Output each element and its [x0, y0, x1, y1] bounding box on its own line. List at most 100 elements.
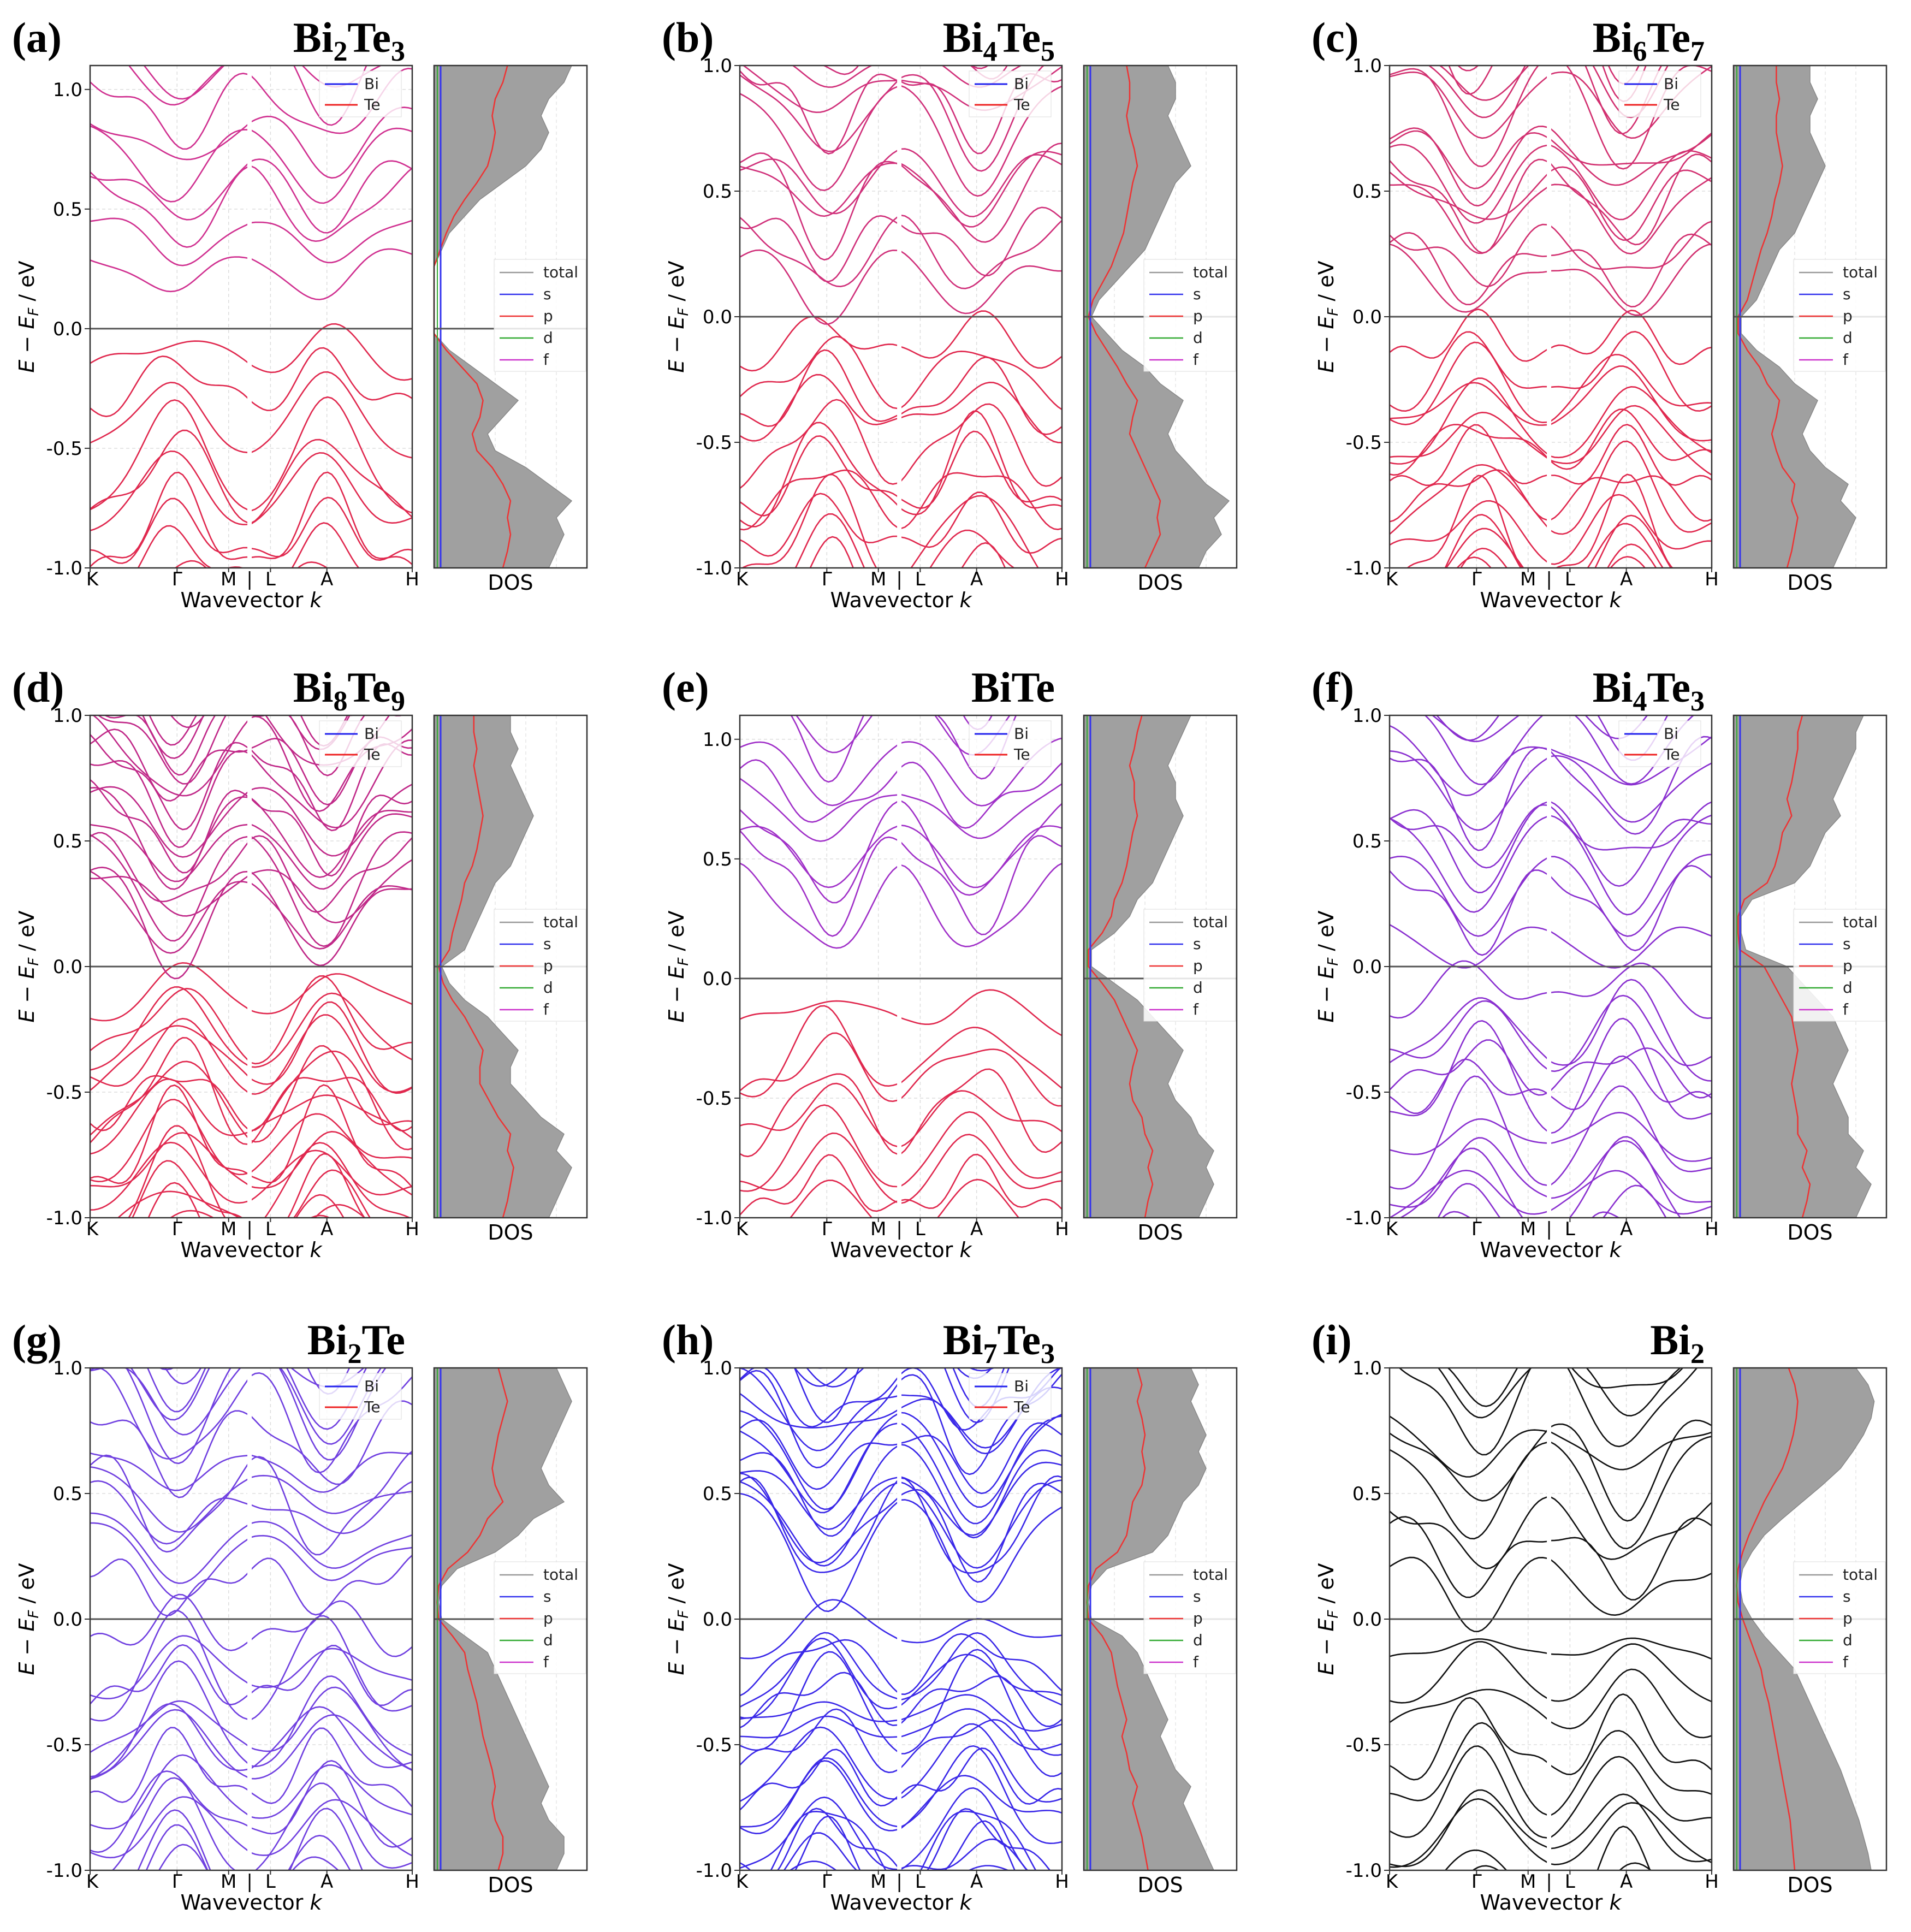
formula-subscript: 6 [1633, 36, 1647, 67]
formula-subscript: 3 [391, 36, 405, 67]
formula-subscript: 2 [1690, 1338, 1705, 1370]
y-label-sub: F [675, 1610, 692, 1619]
k-point-label: Γ [172, 1218, 182, 1240]
conduction-band [795, 715, 1011, 756]
dos-legend-label-p: p [1193, 1609, 1203, 1627]
dos-legend-label-total: total [543, 913, 578, 931]
y-tick-label: 0.5 [53, 1483, 82, 1505]
formula-subscript: 7 [983, 1338, 998, 1370]
y-tick-label: 0.0 [53, 1609, 82, 1631]
y-label-e: E [1314, 1010, 1338, 1023]
legend-label-bi: Bi [364, 725, 379, 743]
dos-axes-frame [433, 64, 588, 569]
k-break-label: | [1546, 568, 1552, 590]
y-label-minus: − [15, 329, 39, 360]
y-tick-label: -0.5 [696, 432, 732, 454]
dos-total-area [1083, 715, 1214, 1218]
dos-legend-label-p: p [543, 307, 553, 325]
y-tick-label: -0.5 [696, 1088, 732, 1110]
x-label-k: k [310, 1238, 323, 1262]
dos-total-area [434, 715, 572, 1218]
y-label-unit: / eV [15, 260, 39, 307]
valence-band [794, 513, 1016, 568]
dos-legend-label-f: f [543, 1653, 549, 1671]
y-tick-label: -1.0 [1346, 1207, 1382, 1229]
x-label-k: k [310, 1890, 323, 1915]
y-label-sub: F [1325, 957, 1342, 966]
k-point-label: H [1055, 568, 1069, 590]
formula-subscript: 2 [334, 36, 348, 67]
dos-legend-label-s: s [543, 285, 551, 303]
band-axes-frame [739, 714, 1063, 1219]
y-label-e: E [15, 360, 39, 373]
x-label-k: k [1609, 1890, 1622, 1915]
x-label-k: k [959, 1890, 972, 1915]
k-point-label: H [405, 1218, 419, 1240]
dos-legend-label-p: p [1193, 957, 1203, 975]
k-point-label: A [1620, 568, 1633, 590]
x-axis-label: Wavevector k [1480, 1890, 1623, 1915]
legend-label-bi: Bi [1014, 1377, 1029, 1395]
k-point-label: A [1620, 1871, 1633, 1893]
y-label-unit: / eV [1314, 260, 1338, 307]
panel-label: (b) [662, 14, 714, 61]
k-point-label: M [870, 1218, 886, 1240]
y-axis-label: E − EF / eV [664, 1563, 692, 1675]
y-axis-label: E − EF / eV [664, 260, 692, 372]
y-tick-label: 1.0 [53, 705, 82, 727]
dos-xlabel: DOS [488, 571, 533, 595]
y-label-sub: F [26, 307, 42, 316]
dos-legend-label-d: d [1843, 979, 1853, 997]
y-label-sub: F [675, 957, 692, 966]
k-point-label: H [1705, 1218, 1719, 1240]
y-label-e: E [664, 1662, 689, 1675]
dos-legend-label-p: p [543, 1609, 553, 1627]
y-label-e: E [1314, 360, 1338, 373]
y-tick-label: 0.5 [703, 181, 732, 203]
dos-xlabel: DOS [1137, 571, 1183, 595]
formula-subscript: 4 [1633, 686, 1647, 717]
dos-axes-frame [433, 714, 588, 1219]
y-tick-label: 0.0 [53, 956, 82, 978]
k-point-label: A [1620, 1218, 1633, 1240]
x-axis-label: Wavevector k [830, 1238, 973, 1262]
panel-e: (e) BiTe-1.0-0.50.00.51.0E − EF / eVK Γ M | L… [662, 663, 1238, 1262]
dos-total-area [1733, 65, 1856, 568]
band-legend-box [1618, 70, 1701, 117]
y-axis-label: E − EF / eV [15, 910, 42, 1022]
panel-label: (c) [1311, 14, 1359, 61]
y-tick-label: -1.0 [46, 558, 82, 579]
dos-legend-label-f: f [1193, 1000, 1199, 1018]
panel-d: (d) Bi8Te9-1.0-0.50.00.51.0E − EF / eVK Γ M… [12, 663, 588, 1262]
y-label-e: E [664, 1010, 689, 1023]
formula-element: Bi [307, 1316, 348, 1364]
conduction-band [793, 1368, 1010, 1424]
formula-element: Te [362, 1316, 406, 1364]
dos-axes-frame [1732, 64, 1888, 569]
k-point-label: A [970, 1871, 983, 1893]
dos-legend-label-s: s [543, 1587, 551, 1605]
y-label-sub: F [26, 957, 42, 966]
dos-legend-label-f: f [543, 1000, 549, 1018]
x-label-k: k [310, 588, 323, 612]
conduction-band [146, 1368, 365, 1413]
formula-subscript: 9 [391, 686, 405, 717]
y-label-unit: / eV [15, 1563, 39, 1610]
dos-axes-frame [1083, 1367, 1238, 1871]
k-point-label: A [321, 568, 333, 590]
y-label-sub: F [26, 1610, 42, 1619]
panel-title: Bi7Te3 [943, 1316, 1055, 1370]
y-tick-label: 0.5 [53, 199, 82, 221]
k-point-label: H [1055, 1871, 1069, 1893]
panel-f: (f) Bi4Te3-1.0-0.50.00.51.0E − EF / eVK Γ M… [1311, 663, 1888, 1262]
dos-legend-label-f: f [1193, 351, 1199, 369]
dos-legend-box [1793, 259, 1886, 372]
formula-subscript: 4 [983, 36, 998, 67]
k-point-label: K [86, 1218, 99, 1240]
panel-b: (b) Bi4Te5-1.0-0.50.00.51.0E − EF / eVK Γ M… [662, 14, 1238, 612]
y-label-unit: / eV [1314, 910, 1338, 957]
x-axis-label: Wavevector k [1480, 588, 1623, 612]
conduction-band [142, 715, 351, 759]
dos-legend-box [1143, 259, 1236, 372]
k-point-label: L [1565, 1871, 1575, 1893]
